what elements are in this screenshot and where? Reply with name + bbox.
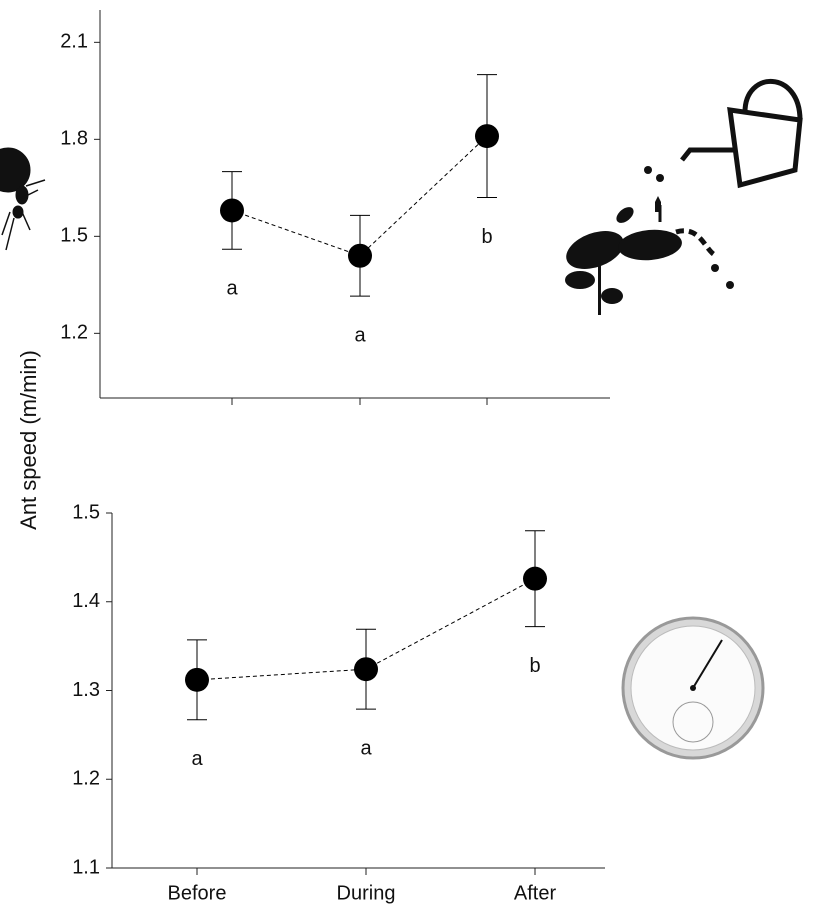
annotation: a (354, 324, 366, 346)
y-tick-label: 1.1 (72, 856, 100, 878)
y-tick-label: 1.2 (72, 768, 100, 790)
point (523, 566, 547, 591)
y-tick-label: 1.8 (60, 128, 88, 150)
point (348, 243, 372, 268)
plant-icon (565, 166, 734, 315)
y-tick-label: 1.5 (72, 501, 100, 523)
point (475, 124, 499, 149)
annotation: b (481, 226, 492, 248)
x-tick-label: During (337, 882, 396, 904)
y-tick-label: 1.5 (60, 225, 88, 247)
x-tick-label: After (514, 882, 557, 904)
y-tick-label: 1.3 (72, 679, 100, 701)
point (354, 657, 378, 682)
point (220, 198, 244, 223)
ant-icon (0, 147, 46, 251)
x-tick-label: Before (168, 882, 227, 904)
annotation: b (529, 655, 540, 677)
annotation: a (360, 737, 372, 759)
annotation: a (191, 748, 203, 770)
watering-icon (658, 78, 803, 258)
annotation: a (226, 278, 238, 300)
y-tick-label: 1.4 (72, 590, 100, 612)
point (185, 667, 209, 692)
hygrometer-icon (621, 616, 765, 760)
y-tick-label: 2.1 (60, 31, 88, 53)
y-tick-label: 1.2 (60, 322, 88, 344)
y-axis-label: Ant speed (m/min) (16, 350, 41, 530)
